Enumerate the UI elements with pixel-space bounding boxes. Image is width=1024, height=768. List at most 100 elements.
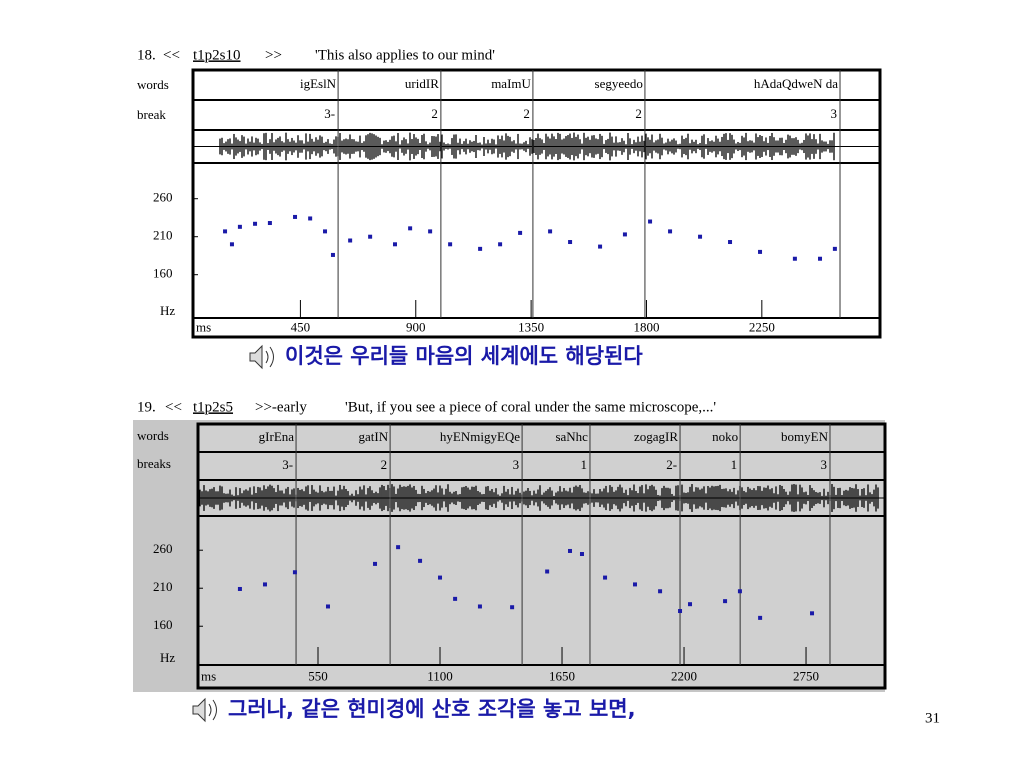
y-tick-label: 160 [153, 617, 173, 632]
header-open: << [163, 47, 180, 63]
y-tick-label: 210 [153, 228, 173, 243]
word-label: hAdaQdweN da [754, 76, 838, 91]
x-tick-label: 2250 [749, 319, 775, 334]
break-label: 2 [431, 106, 438, 121]
word-label: gIrEna [259, 429, 295, 444]
pitch-point [237, 224, 242, 229]
y-tick-label: 160 [153, 266, 173, 281]
pitch-point [262, 582, 267, 587]
row-label: ms [196, 319, 211, 334]
pitch-point [545, 569, 550, 574]
pitch-point [678, 609, 683, 614]
pitch-point [330, 252, 335, 257]
break-label: 2- [666, 457, 677, 472]
x-tick-label: 2200 [671, 668, 697, 683]
pitch-point [253, 221, 258, 226]
pitch-point [348, 238, 353, 243]
speaker-waves [208, 699, 217, 721]
pitch-point [548, 229, 553, 234]
pitch-point [368, 234, 373, 239]
pitch-point [453, 596, 458, 601]
pitch-point [810, 611, 815, 616]
pitch-point [428, 229, 433, 234]
pitch-point [648, 219, 653, 224]
break-label: 1 [731, 457, 738, 472]
pitch-point [396, 545, 401, 550]
break-label: 1 [580, 457, 587, 472]
break-label: 2 [523, 106, 530, 121]
x-tick-label: 550 [308, 668, 328, 683]
break-label: 2 [635, 106, 642, 121]
pitch-point [568, 548, 573, 553]
row-label: words [137, 428, 169, 443]
y-tick-label: 210 [153, 579, 173, 594]
pitch-point [510, 605, 515, 610]
caption: 이것은 우리들 마음의 세계에도 해당된다 [285, 344, 643, 368]
word-label: hyENmigyEQe [440, 429, 520, 444]
row-label: Hz [160, 303, 175, 318]
pitch-point [792, 256, 797, 261]
row-label: break [137, 107, 166, 122]
header-gloss: 'This also applies to our mind' [315, 47, 495, 63]
pitch-point [658, 589, 663, 594]
pitch-point [568, 240, 573, 245]
break-label: 2 [381, 457, 388, 472]
pitch-point [229, 242, 234, 247]
word-label: segyeedo [595, 76, 643, 91]
break-label: 3 [820, 457, 827, 472]
pitch-point [579, 552, 584, 557]
break-label: 3- [282, 457, 293, 472]
pitch-point [603, 575, 608, 580]
pitch-point [518, 230, 523, 235]
word-label: uridIR [405, 76, 439, 91]
pitch-point [728, 240, 733, 245]
header-number: 19. [137, 399, 156, 415]
pitch-point [373, 561, 378, 566]
pitch-point [223, 229, 228, 234]
pitch-point [818, 256, 823, 261]
pitch-point [622, 232, 627, 237]
pitch-point [832, 246, 837, 251]
pitch-point [498, 242, 503, 247]
pitch-point [633, 582, 638, 587]
break-label: 3- [324, 106, 335, 121]
plot-frame [196, 422, 887, 690]
speaker-icon [249, 344, 263, 370]
word-label: igEslN [300, 76, 337, 91]
x-tick-label: 450 [291, 319, 311, 334]
break-label: 3 [513, 457, 520, 472]
pitch-point [438, 575, 443, 580]
header-id: t1p2s5 [193, 399, 233, 415]
pitch-point [323, 229, 328, 234]
pitch-point [723, 599, 728, 604]
pitch-point [408, 226, 413, 231]
pitch-point [478, 246, 483, 251]
header-gloss: 'But, if you see a piece of coral under … [345, 399, 716, 415]
row-label: words [137, 77, 169, 92]
pitch-point [598, 244, 603, 249]
word-label: maImU [491, 76, 531, 91]
pitch-point [392, 242, 397, 247]
pitch-point [477, 604, 482, 609]
row-label: Hz [160, 650, 175, 665]
row-label: breaks [137, 456, 171, 471]
word-label: zogagIR [634, 429, 678, 444]
x-tick-label: 1800 [633, 319, 659, 334]
pitch-point [698, 234, 703, 239]
x-tick-label: 1350 [518, 319, 544, 334]
header-id: t1p2s10 [193, 47, 241, 63]
word-label: bomyEN [781, 429, 829, 444]
pitch-point [418, 558, 423, 563]
header-open: << [165, 399, 182, 415]
x-tick-label: 1100 [427, 668, 453, 683]
y-tick-label: 260 [153, 190, 173, 205]
x-tick-label: 1650 [549, 668, 575, 683]
word-label: gatIN [358, 429, 388, 444]
x-tick-label: 900 [406, 319, 426, 334]
pitch-point [308, 216, 313, 221]
y-tick-label: 260 [153, 541, 173, 556]
break-label: 3 [831, 106, 838, 121]
pitch-point [668, 229, 673, 234]
pitch-point [737, 589, 742, 594]
